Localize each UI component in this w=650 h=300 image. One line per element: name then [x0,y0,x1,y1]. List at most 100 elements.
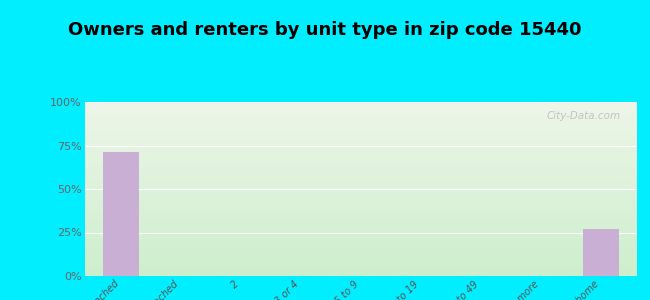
Bar [84,271,637,272]
Bar [84,133,637,135]
Bar [84,151,637,152]
Bar [84,116,637,118]
Bar [84,184,637,185]
Bar [84,156,637,158]
Text: Owners and renters by unit type in zip code 15440: Owners and renters by unit type in zip c… [68,21,582,39]
Bar [84,213,637,215]
Bar [84,177,637,178]
Bar [84,238,637,239]
Bar [84,187,637,189]
Bar [84,252,637,254]
Bar [84,224,637,226]
Bar [84,189,637,191]
Bar [84,205,637,206]
Bar [84,226,637,227]
Bar [84,180,637,182]
Bar [84,272,637,274]
Bar [84,227,637,229]
Bar [84,112,637,114]
Bar [84,206,637,208]
Bar [84,198,637,200]
Bar [84,158,637,159]
Bar [84,264,637,266]
Bar [84,196,637,198]
Bar [84,269,637,271]
Bar [84,109,637,111]
Bar [84,128,637,130]
Bar [84,262,637,264]
Bar [84,208,637,210]
Bar [84,250,637,252]
Bar [84,236,637,238]
Bar [84,222,637,224]
Bar [84,104,637,106]
Bar [84,130,637,132]
Bar [84,102,637,104]
Bar [84,193,637,194]
Bar [84,118,637,119]
Text: City-Data.com: City-Data.com [546,111,620,121]
Bar [84,248,637,250]
Bar [84,132,637,133]
Bar [84,274,637,276]
Bar [84,201,637,203]
Bar [84,106,637,107]
Bar [84,140,637,142]
Bar [84,170,637,172]
Bar [84,219,637,220]
Bar [84,149,637,151]
Bar [84,107,637,109]
Bar [84,175,637,177]
Bar [84,246,637,248]
Bar [84,163,637,165]
Bar [84,121,637,123]
Bar [84,239,637,241]
Bar [84,124,637,126]
Bar [583,229,619,276]
Bar [84,119,637,121]
Bar [84,203,637,205]
Bar [84,243,637,245]
Bar [84,241,637,243]
Bar [84,257,637,259]
Bar [84,161,637,163]
Bar [84,146,637,147]
Bar [84,217,637,219]
Bar [84,245,637,246]
Bar [84,147,637,149]
Bar [84,123,637,124]
Bar [84,167,637,168]
Bar [103,152,138,276]
Bar [84,266,637,267]
Bar [84,111,637,112]
Bar [84,172,637,173]
Bar [84,142,637,144]
Bar [84,137,637,139]
Bar [84,231,637,233]
Bar [84,114,637,116]
Bar [84,144,637,146]
Bar [84,154,637,156]
Bar [84,229,637,231]
Bar [84,212,637,213]
Bar [84,152,637,154]
Bar [84,168,637,170]
Bar [84,215,637,217]
Bar [84,200,637,201]
Bar [84,139,637,140]
Bar [84,232,637,234]
Bar [84,234,637,236]
Bar [84,210,637,212]
Bar [84,185,637,187]
Bar [84,191,637,193]
Bar [84,255,637,257]
Bar [84,220,637,222]
Bar [84,254,637,255]
Bar [84,260,637,262]
Bar [84,182,637,184]
Bar [84,178,637,180]
Bar [84,135,637,137]
Bar [84,165,637,167]
Bar [84,267,637,269]
Bar [84,126,637,128]
